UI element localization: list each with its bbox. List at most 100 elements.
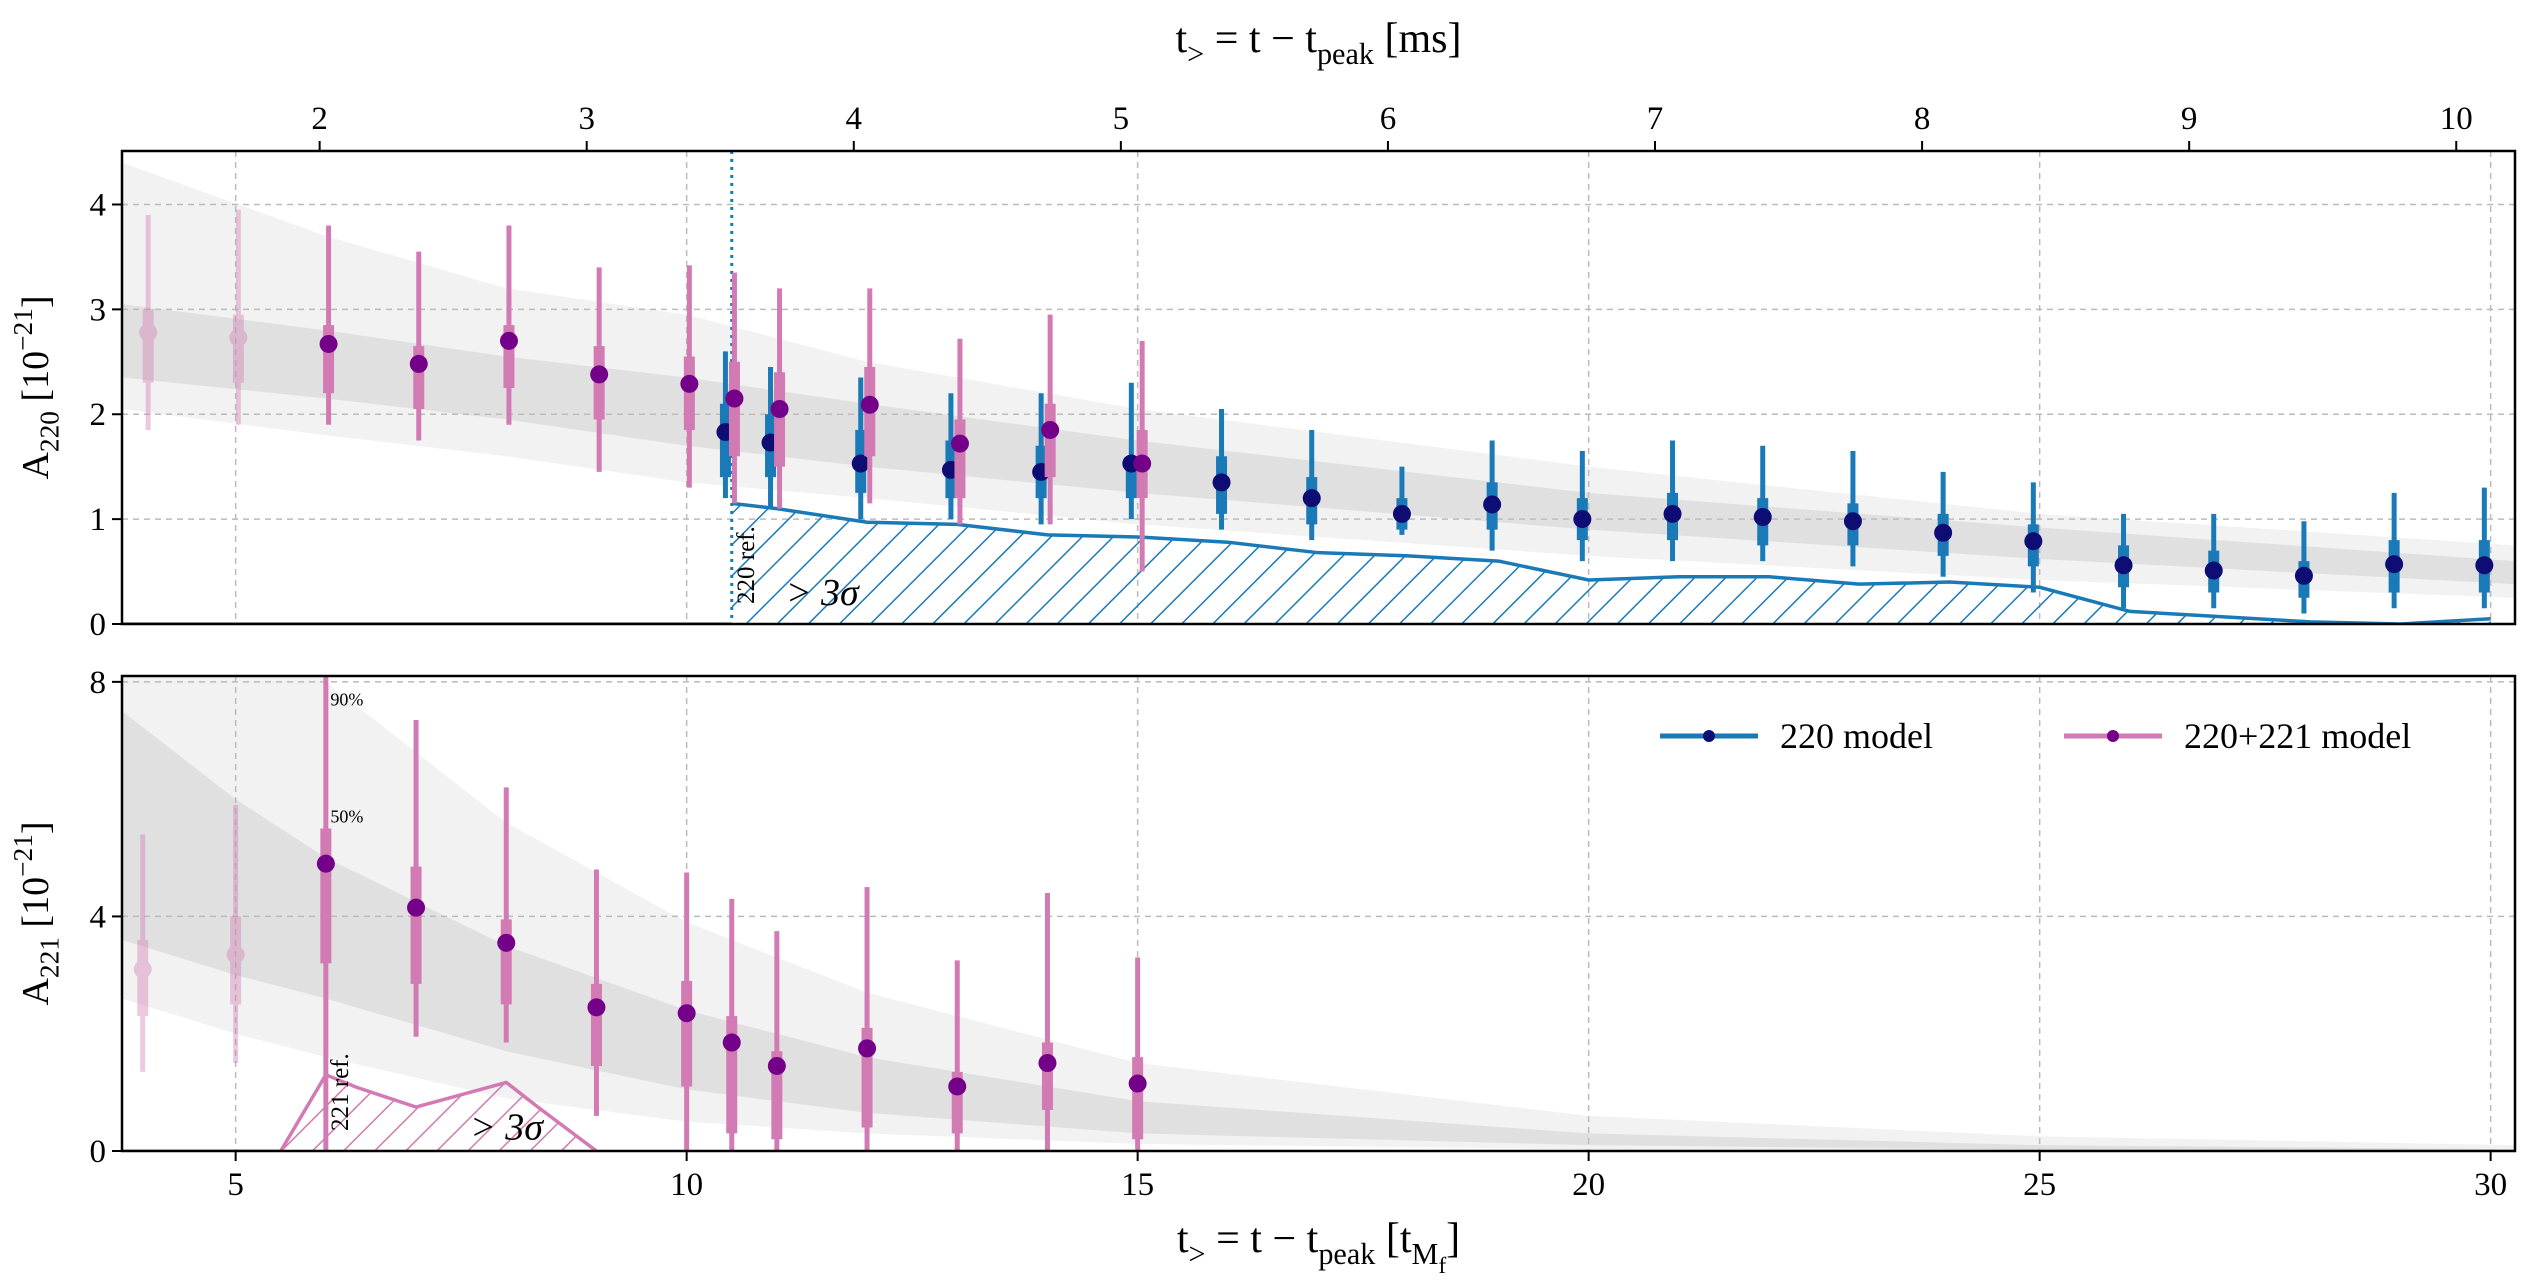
error-point	[1663, 440, 1682, 562]
median-point	[2204, 561, 2223, 580]
y-tick-label: 0	[90, 607, 107, 643]
label-part: 220	[35, 411, 65, 452]
label-part: −21	[8, 308, 38, 351]
axis-label: A221 [10−21]	[8, 821, 65, 1005]
reference-label: 221 ref.	[327, 1053, 354, 1131]
label-part: [t	[1375, 1216, 1411, 1262]
error-point	[1212, 409, 1231, 530]
credible-band	[122, 304, 2515, 585]
median-point	[139, 323, 158, 342]
reference-label: 220 ref.	[733, 526, 760, 604]
median-point	[1128, 1074, 1147, 1093]
label-part: >	[1189, 1237, 1206, 1271]
error-point	[851, 377, 870, 520]
median-point	[948, 1077, 967, 1096]
significance-region	[280, 1074, 597, 1151]
error-point	[725, 272, 744, 504]
median-point	[725, 389, 744, 408]
significance-label: > 3σ	[470, 1106, 544, 1148]
median-point	[2024, 532, 2043, 551]
x-tick-label: 5	[227, 1167, 244, 1203]
median-point	[770, 400, 789, 418]
credible-band	[122, 711, 2515, 1151]
median-point	[587, 998, 606, 1017]
axis-label: t> = t − tpeak [tMf]	[1177, 1216, 1460, 1278]
label-part: f	[1438, 1252, 1446, 1278]
y-tick-label: 3	[90, 292, 107, 328]
x-tick-label: 25	[2023, 1167, 2056, 1203]
error-point	[1843, 450, 1862, 567]
error-point	[858, 887, 877, 1151]
median-point	[1843, 512, 1862, 531]
median-point	[226, 945, 245, 964]
error-point	[948, 960, 967, 1151]
x2-tick-label: 3	[578, 101, 595, 137]
label-part: [ms]	[1374, 16, 1462, 62]
error-point	[226, 805, 245, 1064]
error-point	[950, 338, 969, 525]
credible-band	[122, 676, 2515, 1151]
error-point	[1133, 340, 1152, 572]
label-part: = t − t	[1204, 16, 1317, 62]
median-point	[1038, 1054, 1057, 1073]
median-point	[858, 1039, 877, 1058]
label-part: −21	[8, 834, 38, 877]
y-tick-label: 8	[90, 665, 107, 701]
median-point	[1133, 454, 1152, 473]
error-point	[139, 214, 158, 430]
median-point	[497, 933, 516, 952]
error-point	[229, 209, 248, 425]
median-point	[409, 354, 428, 373]
label-part: >	[1187, 37, 1204, 71]
error-point	[1483, 440, 1502, 551]
median-point	[229, 328, 248, 347]
error-point	[1128, 957, 1147, 1151]
label-part: [10	[15, 351, 57, 411]
median-point	[2114, 556, 2133, 575]
median-point	[2475, 556, 2494, 575]
x2-tick-label: 7	[1647, 101, 1664, 137]
axis-label: A220 [10−21]	[8, 295, 65, 479]
median-point	[590, 365, 609, 384]
median-point	[2294, 566, 2313, 585]
legend-marker	[2107, 730, 2119, 742]
band-label: 50%	[330, 807, 363, 827]
error-point	[316, 676, 335, 1151]
label-part: t	[1175, 16, 1187, 62]
error-point	[590, 267, 609, 472]
error-point	[2475, 487, 2494, 609]
label-part: M	[1412, 1237, 1439, 1271]
y-tick-label: 4	[90, 187, 107, 223]
error-point	[499, 225, 518, 425]
label-part: peak	[1318, 1237, 1376, 1271]
error-point	[2204, 513, 2223, 609]
median-point	[1483, 495, 1502, 514]
median-point	[1934, 523, 1953, 542]
error-point	[2024, 482, 2043, 593]
median-point	[1392, 504, 1411, 523]
error-point	[2114, 513, 2133, 609]
x2-tick-label: 5	[1113, 101, 1130, 137]
significance-boundary	[731, 501, 2491, 624]
significance-label: > 3σ	[786, 572, 860, 614]
error-point	[1302, 429, 1321, 541]
error-point	[2385, 492, 2404, 609]
label-part: 221	[35, 937, 65, 978]
median-point	[722, 1033, 741, 1052]
median-point	[767, 1056, 786, 1075]
label-part: ]	[15, 295, 57, 308]
median-point	[851, 454, 870, 473]
error-point	[1392, 466, 1411, 535]
x-tick-label: 30	[2474, 1167, 2507, 1203]
error-point	[1038, 892, 1057, 1151]
median-point	[1753, 508, 1772, 527]
x2-tick-label: 9	[2181, 101, 2198, 137]
x-tick-label: 20	[1572, 1167, 1605, 1203]
label-part: peak	[1317, 37, 1375, 71]
x2-tick-label: 2	[311, 101, 328, 137]
legend-label: 220 model	[1780, 716, 1933, 756]
error-point	[1041, 314, 1060, 525]
median-point	[316, 854, 335, 873]
error-point	[407, 719, 426, 1037]
